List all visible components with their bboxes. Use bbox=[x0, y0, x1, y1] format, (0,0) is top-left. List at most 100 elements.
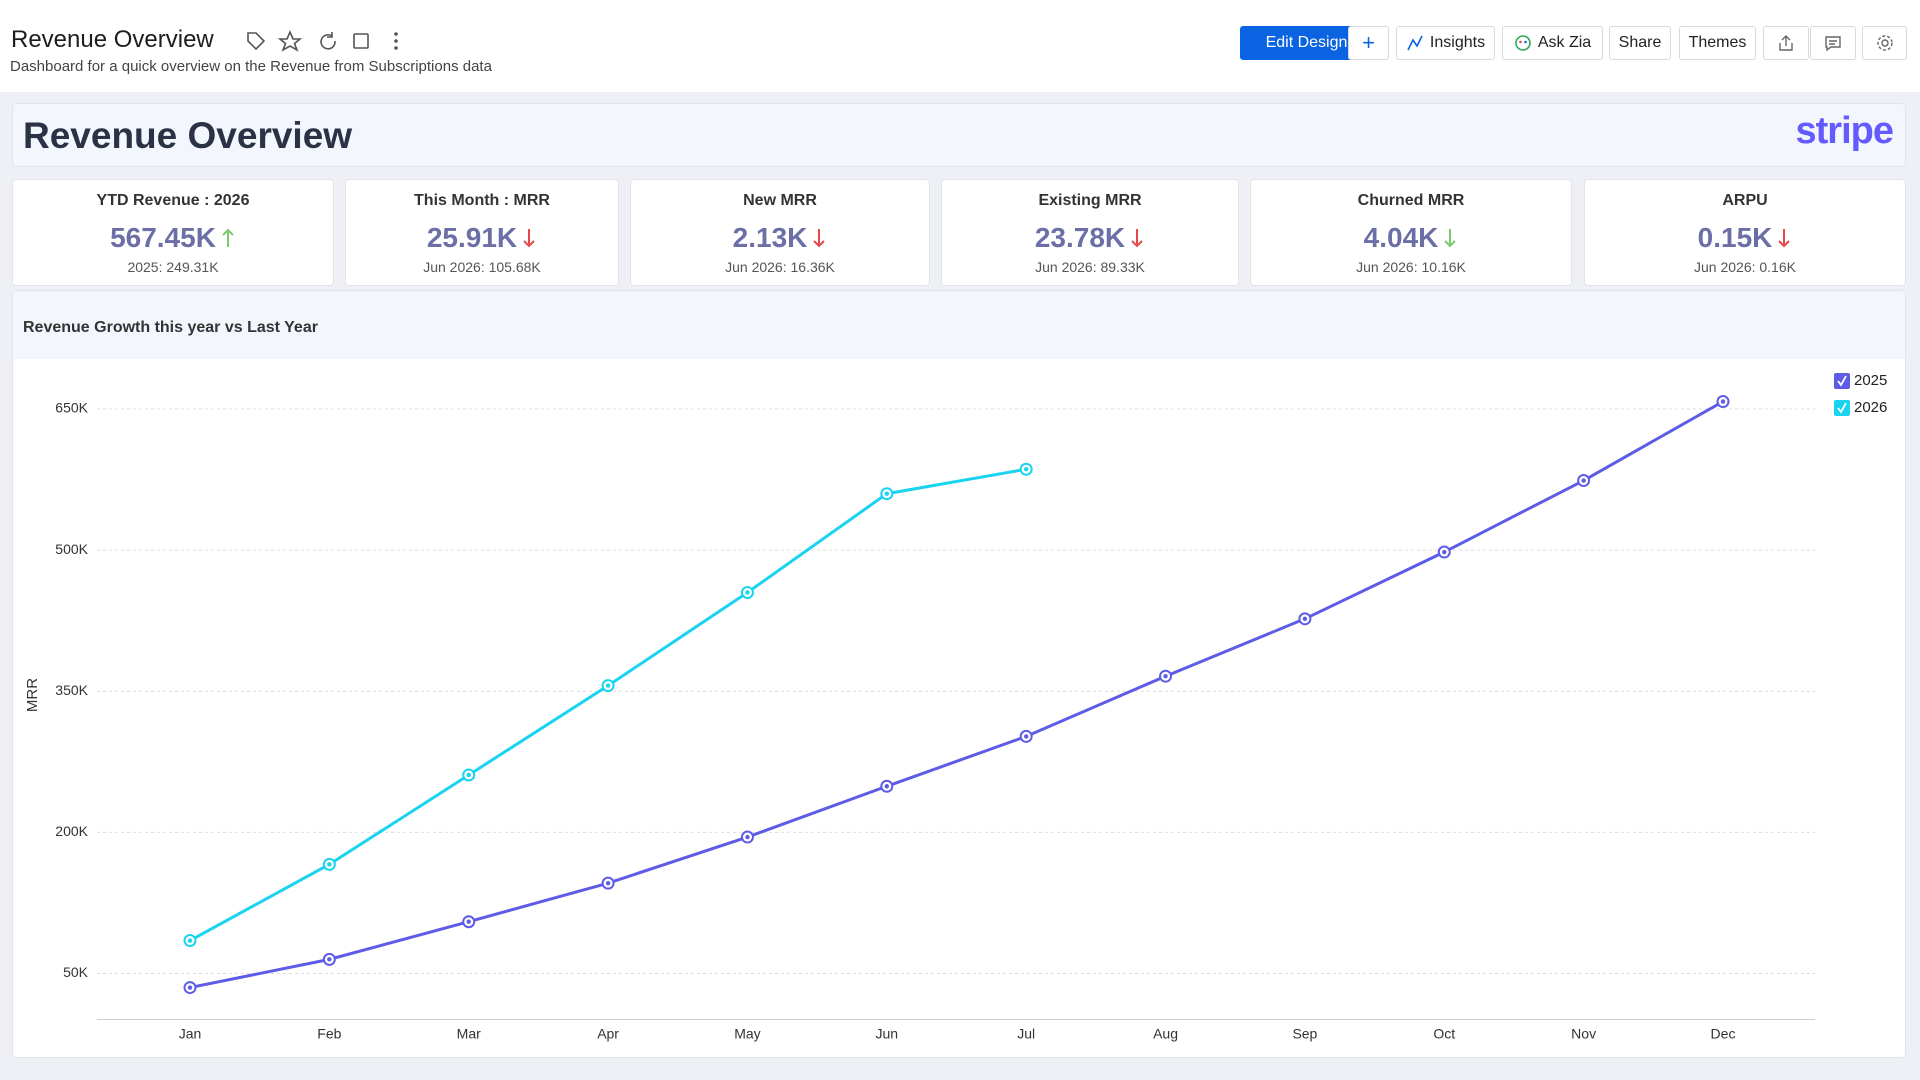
data-point-dot bbox=[187, 985, 193, 990]
comment-icon bbox=[1825, 36, 1841, 52]
kpi-value: 4.04K bbox=[1251, 222, 1571, 254]
comment-button[interactable] bbox=[1810, 26, 1856, 60]
settings-icon bbox=[1876, 35, 1893, 51]
x-tick-label: Jun bbox=[876, 1026, 899, 1042]
kpi-value: 23.78K bbox=[942, 222, 1238, 254]
themes-button[interactable]: Themes bbox=[1679, 26, 1756, 60]
ask-zia-button[interactable]: Ask Zia bbox=[1502, 26, 1603, 60]
data-point-dot bbox=[884, 784, 890, 789]
kpi-title: Existing MRR bbox=[1038, 192, 1142, 209]
data-point-dot bbox=[466, 919, 471, 924]
header: Revenue Overview Dashboard for a quick o… bbox=[0, 0, 1920, 92]
insights-label: Insights bbox=[1429, 34, 1486, 51]
insights-button[interactable]: Insights bbox=[1396, 26, 1495, 60]
share-button[interactable]: Share bbox=[1609, 26, 1671, 60]
y-tick-label: 50K bbox=[63, 964, 89, 980]
dashboard-title: Revenue Overview bbox=[11, 26, 214, 53]
zia-icon bbox=[1515, 35, 1531, 51]
add-button[interactable]: + bbox=[1348, 26, 1389, 60]
kpi-comparison: Jun 2026: 89.33K bbox=[1035, 259, 1145, 275]
kpi-card: Existing MRR 23.78K Jun 2026: 89.33K bbox=[941, 179, 1239, 286]
x-tick-label: Jan bbox=[179, 1026, 202, 1042]
legend-check bbox=[1837, 375, 1847, 387]
chart-card bbox=[12, 290, 1906, 1058]
kpi-value-text: 25.91K bbox=[426, 222, 518, 253]
trend-arrow bbox=[222, 228, 234, 247]
trend-arrow bbox=[1778, 229, 1791, 248]
data-point-dot bbox=[1442, 549, 1447, 555]
x-tick-label: Mar bbox=[457, 1026, 481, 1042]
tag-icon[interactable] bbox=[247, 32, 266, 51]
kpi-value-text: 0.15K bbox=[1697, 222, 1773, 253]
trend-arrow-shape bbox=[1131, 229, 1143, 248]
x-tick-label: Aug bbox=[1153, 1026, 1178, 1042]
y-tick-label: 650K bbox=[55, 400, 88, 416]
data-point-dot bbox=[466, 772, 471, 778]
kpi-card: ARPU 0.15K Jun 2026: 0.16K bbox=[1584, 179, 1906, 286]
legend-item[interactable]: 2025 bbox=[1834, 372, 1887, 389]
star-icon[interactable] bbox=[277, 29, 303, 52]
y-tick-label: 350K bbox=[55, 682, 88, 698]
trend-arrow bbox=[813, 229, 826, 248]
kpi-comparison: Jun 2026: 105.68K bbox=[423, 259, 541, 275]
kpi-value-text: 2.13K bbox=[732, 222, 808, 253]
trend-arrow-shape bbox=[1778, 229, 1791, 248]
banner-title: Revenue Overview bbox=[23, 115, 353, 156]
kpi-value: 25.91K bbox=[346, 222, 618, 254]
kpi-title: Churned MRR bbox=[1357, 192, 1465, 209]
data-point-dot bbox=[1023, 467, 1029, 472]
kpi-card: Churned MRR 4.04K Jun 2026: 10.16K bbox=[1250, 179, 1572, 286]
trend-arrow-shape bbox=[222, 228, 234, 247]
x-tick-label: Feb bbox=[317, 1026, 341, 1042]
kpi-comparison: Jun 2026: 10.16K bbox=[1356, 259, 1466, 275]
dashboard-subtitle: Dashboard for a quick overview on the Re… bbox=[10, 58, 492, 75]
y-tick-label: 500K bbox=[55, 541, 88, 557]
y-axis-label: MRR bbox=[24, 678, 41, 712]
trend-arrow bbox=[1131, 229, 1143, 248]
kpi-value: 567.45K bbox=[13, 222, 333, 254]
export-icon bbox=[1779, 35, 1793, 51]
kpi-value-text: 4.04K bbox=[1363, 222, 1439, 253]
kpi-title: This Month : MRR bbox=[414, 192, 550, 209]
data-point-dot bbox=[884, 491, 890, 496]
x-tick-label: Oct bbox=[1433, 1026, 1455, 1042]
x-tick-label: Jul bbox=[1017, 1026, 1035, 1042]
insights-icon bbox=[1407, 35, 1423, 51]
trend-arrow-shape bbox=[1444, 229, 1457, 248]
legend-item[interactable]: 2026 bbox=[1834, 399, 1887, 416]
kpi-value-text: 567.45K bbox=[110, 222, 216, 253]
kpi-title: New MRR bbox=[743, 192, 817, 209]
data-point-dot bbox=[605, 683, 611, 688]
legend-checkbox bbox=[1834, 400, 1850, 416]
legend-label: 2025 bbox=[1854, 372, 1887, 389]
series-line bbox=[189, 467, 1027, 942]
data-point-dot bbox=[745, 834, 750, 840]
legend-label: 2026 bbox=[1854, 399, 1887, 416]
chart-header bbox=[13, 291, 1905, 359]
refresh-icon[interactable] bbox=[320, 32, 336, 50]
ask-zia-label: Ask Zia bbox=[1537, 34, 1592, 51]
chart-title: Revenue Growth this year vs Last Year bbox=[23, 319, 318, 336]
kpi-value: 0.15K bbox=[1585, 222, 1905, 254]
settings-button[interactable] bbox=[1862, 26, 1907, 60]
x-tick-label: May bbox=[734, 1026, 760, 1042]
header-icons bbox=[247, 29, 398, 52]
trend-arrow bbox=[1444, 229, 1457, 248]
export-button[interactable] bbox=[1763, 26, 1809, 60]
trend-arrow bbox=[523, 229, 535, 248]
trend-arrow-shape bbox=[813, 229, 826, 248]
more-icon[interactable] bbox=[394, 32, 398, 50]
kpi-card: This Month : MRR 25.91K Jun 2026: 105.68K bbox=[345, 179, 619, 286]
kpi-card: YTD Revenue : 2026 567.45K 2025: 249.31K bbox=[12, 179, 334, 286]
data-point-dot bbox=[1581, 478, 1586, 483]
x-tick-label: Dec bbox=[1711, 1026, 1736, 1042]
y-tick-label: 200K bbox=[55, 823, 88, 839]
x-tick-label: Apr bbox=[597, 1026, 619, 1042]
kpi-value: 2.13K bbox=[631, 222, 929, 254]
save-icon[interactable] bbox=[353, 33, 369, 49]
banner: Revenue Overview stripe bbox=[12, 103, 1906, 167]
x-tick-label: Nov bbox=[1571, 1026, 1596, 1042]
trend-arrow-shape bbox=[523, 229, 535, 248]
